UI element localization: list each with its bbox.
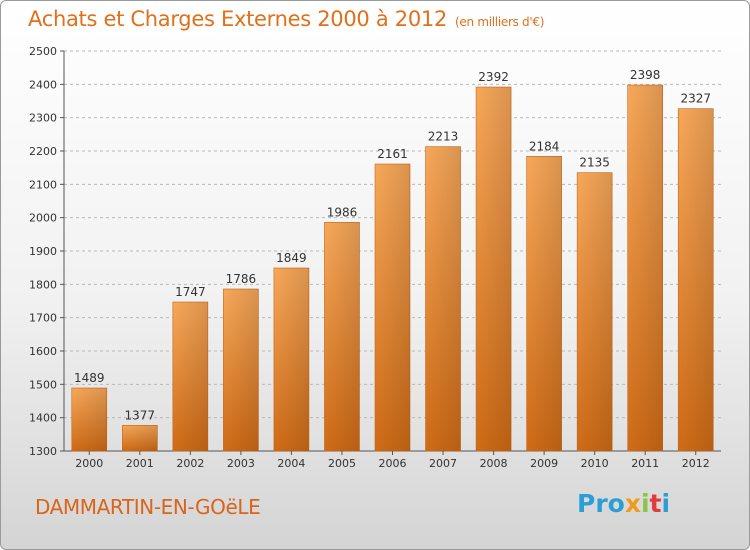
bar-shade <box>577 172 613 451</box>
x-tick-label: 2002 <box>176 457 204 470</box>
bar-shade <box>71 388 107 451</box>
logo-part: Pro <box>577 489 625 518</box>
bar-shade <box>122 425 158 451</box>
y-tick-label: 1600 <box>29 345 57 358</box>
logo-part: t <box>649 489 662 518</box>
logo-part: i <box>640 489 650 518</box>
x-tick-label: 2012 <box>682 457 710 470</box>
bar-value-label: 2161 <box>377 147 408 161</box>
bar-value-label: 1747 <box>175 285 206 299</box>
x-tick-label: 2011 <box>631 457 659 470</box>
bar-value-label: 2327 <box>680 92 711 106</box>
bar-value-label: 1849 <box>276 251 307 265</box>
logo-part: x <box>624 489 641 518</box>
bar-value-label: 2135 <box>579 156 610 170</box>
y-tick-label: 2300 <box>29 112 57 125</box>
y-tick-label: 1700 <box>29 312 57 325</box>
x-tick-label: 2008 <box>480 457 508 470</box>
bar-value-label: 2184 <box>529 139 560 153</box>
bar-value-label: 2398 <box>630 68 661 82</box>
x-tick-label: 2010 <box>581 457 609 470</box>
y-tick-label: 1900 <box>29 245 57 258</box>
y-tick-label: 1300 <box>29 445 57 458</box>
bar-value-label: 1377 <box>125 408 156 422</box>
city-name: DAMMARTIN-EN-GOëLE <box>35 495 261 519</box>
bar-value-label: 1489 <box>74 371 105 385</box>
bar-value-label: 1986 <box>327 205 358 219</box>
bar-shade <box>476 87 512 451</box>
y-tick-label: 1800 <box>29 278 57 291</box>
bar-shade <box>375 164 410 451</box>
bar-shade <box>627 85 663 451</box>
logo-part: i <box>661 489 671 518</box>
units-label: (en milliers d'€) <box>455 15 545 29</box>
bars: 1489 1377 1747 1786 1849 1986 2161 2213 2392 2184… <box>71 68 714 452</box>
x-tick-label: 2001 <box>126 457 154 470</box>
y-tick-label: 2100 <box>29 178 57 191</box>
title-text: Achats et Charges Externes 2000 à 2012 <box>28 7 448 31</box>
bar-shade <box>425 146 461 451</box>
x-axis: 2000 2001 2002 2003 2004 2005 2006 2007 2008 2009… <box>75 451 710 470</box>
x-tick-label: 2003 <box>227 457 255 470</box>
bar-shade <box>223 289 259 451</box>
y-tick-label: 1500 <box>29 378 57 391</box>
bar-value-label: 2392 <box>478 70 509 84</box>
bar-shade <box>678 108 714 452</box>
bar-shade <box>324 222 360 451</box>
bar-shade <box>526 156 562 452</box>
chart-title: Achats et Charges Externes 2000 à 2012 (e… <box>28 7 544 31</box>
proxiti-logo[interactable]: Proxiti <box>577 489 670 518</box>
x-tick-label: 2007 <box>429 457 457 470</box>
x-tick-label: 2009 <box>530 457 558 470</box>
bar-value-label: 1786 <box>226 272 257 286</box>
y-tick-label: 2400 <box>29 78 57 91</box>
y-tick-label: 2500 <box>29 45 57 58</box>
bar-shade <box>273 268 309 451</box>
x-tick-label: 2004 <box>277 457 305 470</box>
bar-value-label: 2213 <box>428 130 459 144</box>
y-tick-label: 2000 <box>29 212 57 225</box>
y-tick-label: 1400 <box>29 412 57 425</box>
x-tick-label: 2000 <box>75 457 103 470</box>
bar-shade <box>172 302 208 451</box>
x-tick-label: 2005 <box>328 457 356 470</box>
y-tick-label: 2200 <box>29 145 57 158</box>
x-tick-label: 2006 <box>379 457 407 470</box>
